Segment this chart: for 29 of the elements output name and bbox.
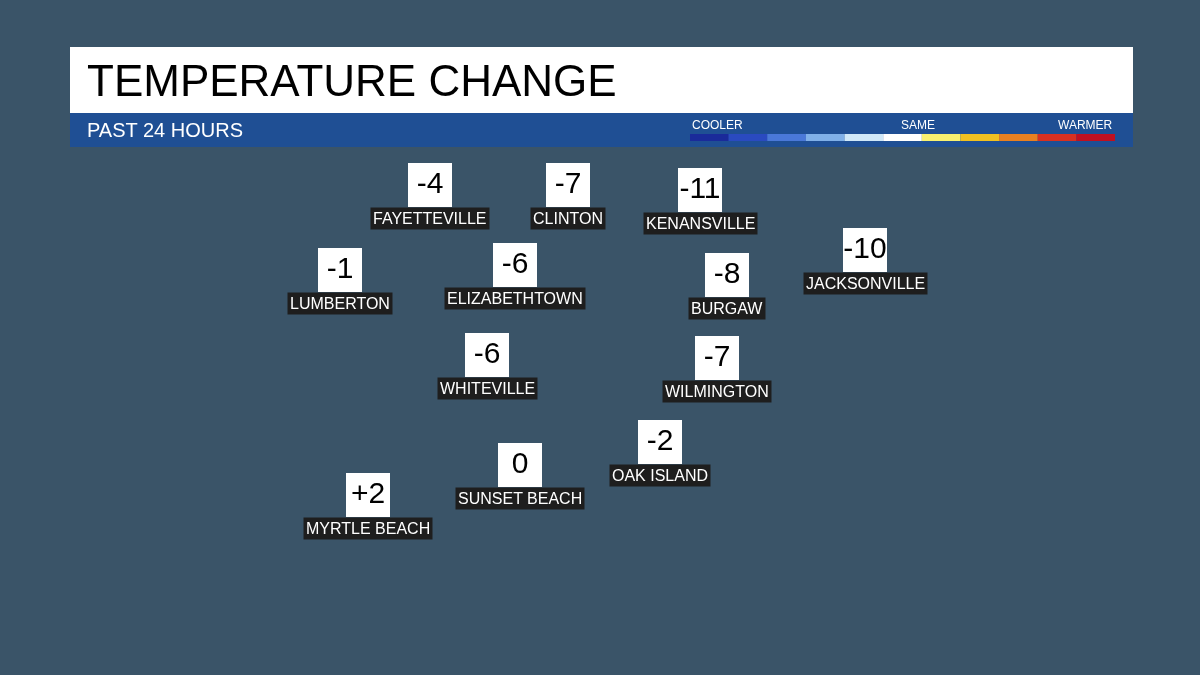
category-label: SUNSET BEACH <box>458 490 583 507</box>
category-label: FAYETTEVILLE <box>373 210 487 227</box>
category-label: MYRTLE BEACH <box>306 520 431 537</box>
data-label: -8 <box>713 255 741 289</box>
data-label: 0 <box>511 445 529 479</box>
category-label: WHITEVILLE <box>440 380 536 397</box>
text: SAME <box>901 118 936 132</box>
text: WARMER <box>1058 118 1113 132</box>
text: TEMPERATURE CHANGE <box>87 56 617 105</box>
category-label: ELIZABETHTOWN <box>447 290 583 307</box>
data-label: -6 <box>501 245 529 279</box>
data-label: -1 <box>326 250 354 284</box>
text: PAST 24 HOURS <box>87 119 243 141</box>
data-label: -11 <box>679 170 721 204</box>
category-label: LUMBERTON <box>290 295 390 312</box>
data-label: -2 <box>646 422 674 456</box>
category-label: BURGAW <box>691 300 764 317</box>
category-label: CLINTON <box>533 210 603 227</box>
data-label: -7 <box>554 165 582 199</box>
data-label: -4 <box>416 165 444 199</box>
text: COOLER <box>692 118 744 132</box>
category-label: KENANSVILLE <box>646 215 756 232</box>
category-label: JACKSONVILLE <box>806 275 926 292</box>
data-label: -7 <box>703 338 731 372</box>
category-label: OAK ISLAND <box>612 467 709 484</box>
data-label: -6 <box>473 335 501 369</box>
data-label: +2 <box>350 475 386 509</box>
data-label: -10 <box>843 230 887 264</box>
category-label: WILMINGTON <box>665 383 769 400</box>
